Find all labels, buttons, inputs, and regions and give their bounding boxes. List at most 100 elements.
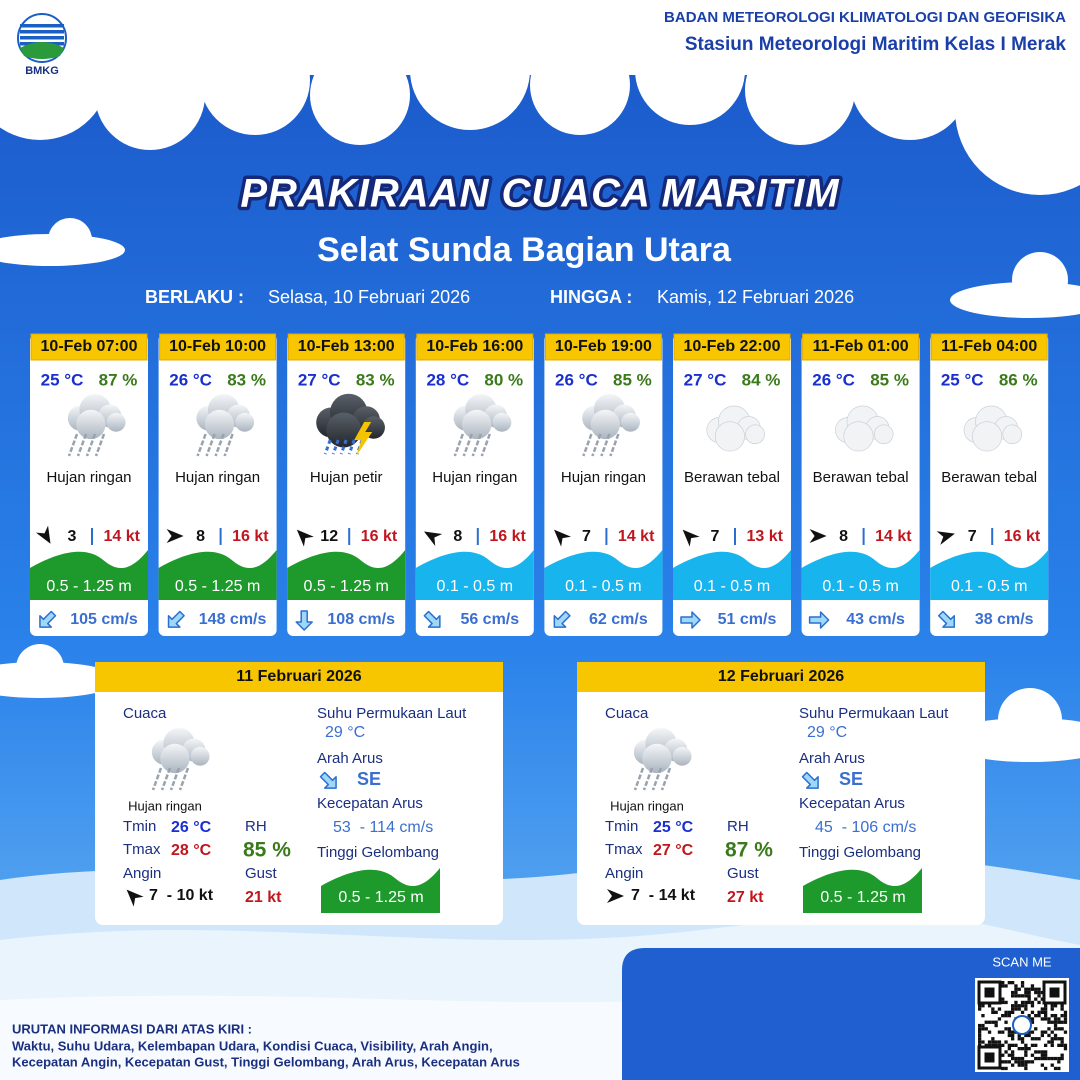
qr-module: [978, 1023, 982, 1028]
qr-module: [1020, 981, 1025, 985]
qr-module: [1014, 994, 1018, 998]
qr-module: [1004, 1010, 1008, 1014]
wave-height: 0.1 - 0.5 m: [822, 578, 898, 595]
current-speed: 56 cm/s: [460, 611, 519, 628]
qr-module: [1060, 1056, 1064, 1061]
label: Suhu Permukaan Laut: [317, 705, 467, 722]
tmax: 28 °C: [171, 842, 212, 859]
card-header: [802, 333, 920, 361]
qr-module: [1014, 984, 1018, 988]
qr-module: [1050, 1063, 1054, 1067]
qr-module: [1027, 1014, 1031, 1018]
wind-speed: 7: [968, 528, 977, 545]
daily-date: 12 Februari 2026: [718, 668, 844, 685]
label: Tmin: [605, 818, 638, 835]
cloud-puff: [235, 412, 255, 432]
wind-speed: 8: [196, 528, 205, 545]
daily-gust: 21 kt: [245, 889, 282, 906]
forecast-time: 10-Feb 22:00: [684, 338, 781, 355]
qr-module: [1063, 1047, 1068, 1051]
weather-icon: [196, 393, 255, 457]
cloud-puff: [745, 424, 765, 445]
qr-module: [1057, 1020, 1061, 1024]
current-arrow: [937, 610, 956, 628]
qr-module: [1057, 1060, 1061, 1064]
qr-module: [1001, 997, 1005, 1001]
rain-streak: [651, 767, 663, 791]
qr-module: [1001, 984, 1005, 988]
weather-icon: [67, 393, 126, 457]
card-header: [544, 333, 662, 361]
humidity: 83 %: [356, 370, 395, 389]
wave-band: [673, 550, 791, 600]
wave-band: [30, 550, 148, 600]
qr-module: [981, 1014, 985, 1018]
qr-module: [997, 1030, 1002, 1034]
wave-band: [803, 868, 922, 913]
qr-module: [1053, 1056, 1058, 1061]
wave-band: [415, 550, 534, 600]
temperature: 26 °C: [555, 370, 598, 389]
qr-module: [1004, 1014, 1008, 1018]
rain-streak: [178, 767, 190, 791]
condition: Berawan tebal: [813, 469, 909, 486]
wave-height: 0.1 - 0.5 m: [951, 578, 1027, 595]
wind-arrow: [936, 531, 955, 545]
current-speed: 51 cm/s: [718, 611, 777, 628]
qr-module: [1057, 1056, 1061, 1061]
qr-module: [1024, 1004, 1028, 1008]
card-header: [673, 333, 791, 361]
qr-module: [984, 1027, 988, 1031]
rain-streak: [196, 433, 207, 457]
rain-streak: [339, 439, 348, 455]
note-line: Waktu, Suhu Udara, Kelembapan Udara, Kon…: [12, 1038, 493, 1053]
qr-module: [1060, 1014, 1064, 1018]
qr-module: [1037, 1050, 1041, 1054]
qr-module: [1014, 1004, 1018, 1008]
qr-module: [1020, 1010, 1025, 1014]
cloud: [151, 727, 210, 774]
rain-streak: [76, 433, 88, 457]
qr-module: [1011, 1033, 1015, 1038]
label: Arah Arus: [799, 750, 865, 767]
qr-module: [1034, 1037, 1038, 1041]
cloud-puff: [160, 743, 190, 774]
daily-wind: 7 - 10 kt: [149, 887, 214, 904]
cloud: [582, 393, 640, 440]
forecast-time: 10-Feb 19:00: [555, 338, 652, 355]
qr-module: [1014, 1056, 1018, 1061]
qr-module: [1034, 1014, 1038, 1018]
daily-card: [577, 662, 985, 925]
qr-module: [1020, 1060, 1025, 1064]
cloud-puff: [492, 412, 512, 432]
qr-module: [1030, 1004, 1035, 1008]
current-arrow: [167, 610, 185, 628]
wind-arrow: [607, 889, 624, 903]
qr-module: [1011, 1010, 1015, 1014]
gust: 16 kt: [489, 528, 526, 545]
current-speed: 108 cm/s: [327, 611, 395, 628]
tmax: 27 °C: [653, 842, 694, 859]
qr-module: [1011, 1050, 1015, 1054]
cloud-puff: [204, 409, 235, 440]
qr-module: [987, 1040, 992, 1044]
label: Tmax: [605, 841, 643, 858]
condition: Hujan ringan: [561, 469, 646, 486]
qr-module: [1044, 1053, 1048, 1057]
qr-module: [978, 1037, 982, 1041]
qr-module: [1014, 1000, 1018, 1005]
scan-label: SCAN ME: [992, 954, 1052, 969]
qr-module: [1057, 1027, 1061, 1031]
qr-finder-core: [984, 1052, 995, 1063]
weather-icon: [582, 393, 640, 457]
sst: 29 °C: [807, 724, 847, 741]
cloud: [633, 727, 692, 774]
card-header: [159, 333, 277, 361]
cloud: [835, 405, 894, 452]
daily-rh: 87 %: [725, 839, 773, 862]
label: Angin: [605, 865, 643, 882]
qr-module: [1007, 1047, 1011, 1051]
note-line: Kecepatan Angin, Kecepatan Gust, Tinggi …: [12, 1054, 520, 1069]
wave-band: [544, 550, 663, 600]
label: Arah Arus: [317, 750, 383, 767]
